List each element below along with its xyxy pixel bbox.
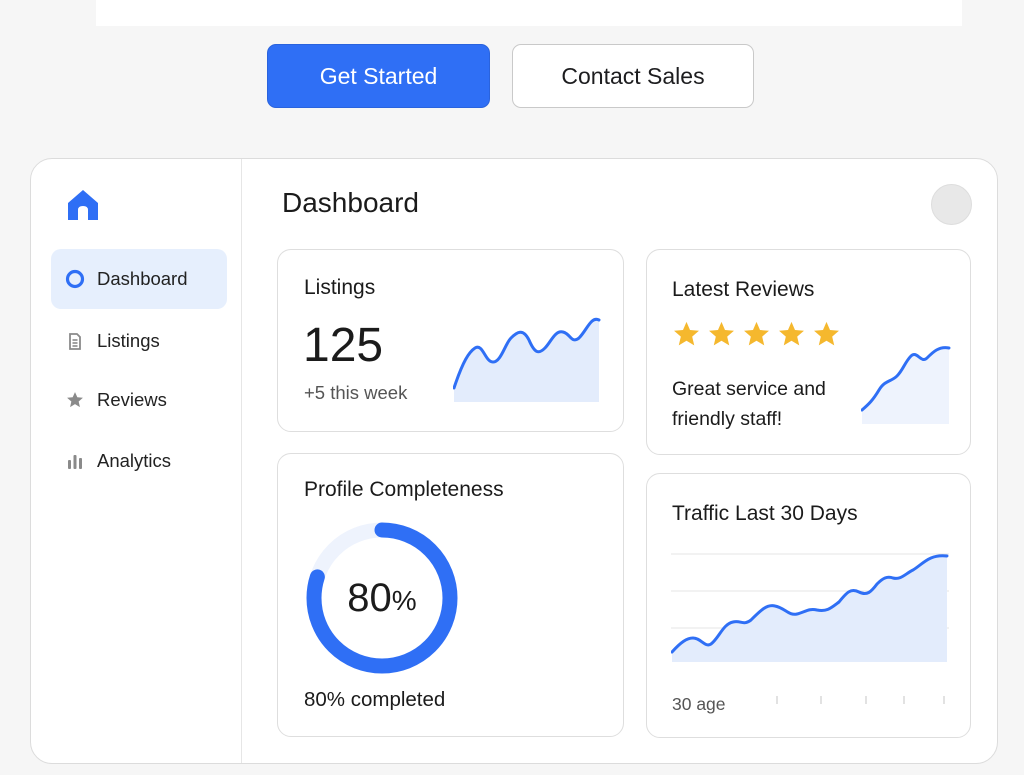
reviews-card-title: Latest Reviews bbox=[672, 278, 815, 301]
review-quote-line: friendly staff! bbox=[672, 408, 783, 430]
bar-chart-icon bbox=[65, 451, 85, 471]
traffic-chart bbox=[671, 553, 949, 662]
reviews-card: Latest Reviews Great service and friendl… bbox=[646, 249, 971, 455]
listings-count: 125 bbox=[303, 319, 384, 372]
sidebar: Dashboard Listings Reviews bbox=[31, 159, 242, 763]
completeness-percent-sign: % bbox=[391, 585, 417, 616]
listings-card: Listings 125 +5 this week bbox=[277, 249, 624, 432]
star-icon bbox=[744, 321, 769, 346]
star-icon bbox=[779, 321, 804, 346]
sidebar-item-label: Reviews bbox=[97, 389, 167, 410]
profile-completeness-card: Profile Completeness 80 % 80% completed bbox=[277, 453, 624, 737]
star-icon bbox=[814, 321, 839, 346]
star-icon bbox=[709, 321, 734, 346]
get-started-button[interactable]: Get Started bbox=[267, 44, 490, 108]
home-icon[interactable] bbox=[65, 187, 101, 223]
star-icon bbox=[674, 321, 699, 346]
profile-card-title: Profile Completeness bbox=[304, 478, 504, 501]
sidebar-item-listings[interactable]: Listings bbox=[51, 311, 227, 371]
rating-stars bbox=[672, 320, 841, 349]
listings-card-title: Listings bbox=[304, 276, 376, 299]
traffic-card: Traffic Last 30 Days 30 age bbox=[646, 473, 971, 738]
traffic-card-title: Traffic Last 30 Days bbox=[672, 502, 858, 525]
avatar[interactable] bbox=[931, 184, 972, 225]
sidebar-item-dashboard[interactable]: Dashboard bbox=[51, 249, 227, 309]
reviews-sparkline bbox=[861, 346, 951, 424]
page-title: Dashboard bbox=[282, 187, 419, 218]
sidebar-item-label: Analytics bbox=[97, 450, 172, 471]
listings-sparkline bbox=[453, 317, 601, 402]
completeness-caption: 80% completed bbox=[304, 688, 446, 711]
sidebar-item-label: Dashboard bbox=[97, 268, 188, 289]
completeness-value: 80 % bbox=[304, 520, 460, 676]
traffic-axis-ticks bbox=[776, 696, 945, 704]
review-quote-line: Great service and bbox=[672, 378, 826, 400]
sidebar-item-analytics[interactable]: Analytics bbox=[51, 431, 227, 491]
sidebar-item-label: Listings bbox=[97, 330, 160, 351]
completeness-ring bbox=[306, 522, 458, 674]
contact-sales-button[interactable]: Contact Sales bbox=[512, 44, 754, 108]
completeness-number: 80 bbox=[347, 575, 392, 620]
review-quote: Great service and friendly staff! bbox=[672, 374, 826, 434]
traffic-axis-label: 30 age bbox=[672, 694, 726, 714]
dashboard-dot-icon bbox=[65, 269, 85, 289]
star-icon bbox=[65, 390, 85, 410]
dashboard-panel: Dashboard Listings Reviews bbox=[30, 158, 998, 764]
listings-delta: +5 this week bbox=[304, 382, 408, 403]
document-icon bbox=[65, 331, 85, 351]
sidebar-item-reviews[interactable]: Reviews bbox=[51, 370, 227, 430]
top-banner-strip bbox=[96, 0, 962, 26]
